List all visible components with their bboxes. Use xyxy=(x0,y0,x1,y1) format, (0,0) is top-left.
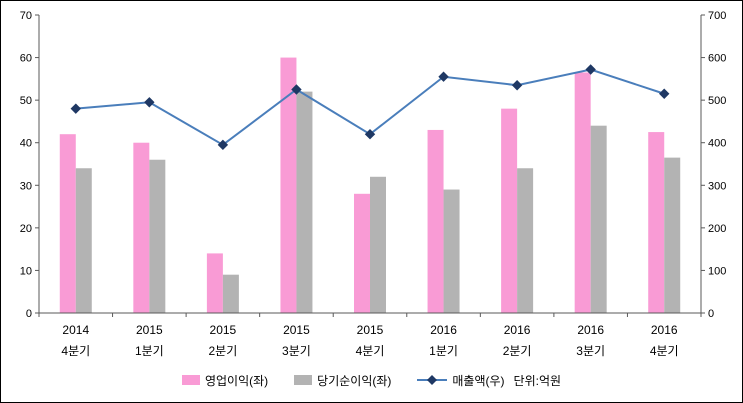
legend-label-revenue: 매출액(우) xyxy=(452,373,505,388)
svg-text:400: 400 xyxy=(708,138,726,150)
svg-text:60: 60 xyxy=(20,53,32,65)
svg-text:600: 600 xyxy=(708,53,726,65)
svg-text:300: 300 xyxy=(708,180,726,192)
svg-text:2분기: 2분기 xyxy=(209,344,238,358)
legend-item-revenue: 매출액(우) 단위:억원 xyxy=(417,372,561,389)
legend-item-net-profit: 당기순이익(좌) xyxy=(294,372,391,389)
svg-text:50: 50 xyxy=(20,95,32,107)
svg-text:1분기: 1분기 xyxy=(135,344,164,358)
chart-plot: 0102030405060700100200300400500600700201… xyxy=(20,10,727,358)
legend-line-diamond-icon xyxy=(417,375,448,385)
svg-text:2015: 2015 xyxy=(283,323,310,337)
svg-text:1분기: 1분기 xyxy=(429,344,458,358)
svg-text:4분기: 4분기 xyxy=(61,344,90,358)
unit-label: 단위:억원 xyxy=(513,373,562,388)
svg-text:100: 100 xyxy=(708,265,726,277)
svg-text:30: 30 xyxy=(20,180,32,192)
svg-text:2016: 2016 xyxy=(577,323,604,337)
svg-text:4분기: 4분기 xyxy=(650,344,679,358)
svg-text:2016: 2016 xyxy=(651,323,678,337)
svg-text:20: 20 xyxy=(20,223,32,235)
svg-text:10: 10 xyxy=(20,265,32,277)
svg-text:2분기: 2분기 xyxy=(503,344,532,358)
svg-text:2015: 2015 xyxy=(210,323,237,337)
svg-text:3분기: 3분기 xyxy=(282,344,311,358)
svg-text:2014: 2014 xyxy=(62,323,89,337)
svg-text:500: 500 xyxy=(708,95,726,107)
legend-label-operating-profit: 영업이익(좌) xyxy=(204,373,269,388)
svg-text:2015: 2015 xyxy=(357,323,384,337)
svg-text:2015: 2015 xyxy=(136,323,163,337)
legend-label-net-profit: 당기순이익(좌) xyxy=(317,373,392,388)
svg-text:2016: 2016 xyxy=(504,323,531,337)
chart-legend: 영업이익(좌) 당기순이익(좌) 매출액(우) 단위:억원 xyxy=(1,359,742,401)
svg-text:70: 70 xyxy=(20,10,32,22)
legend-swatch-net-profit-icon xyxy=(294,375,313,385)
svg-text:4분기: 4분기 xyxy=(356,344,385,358)
svg-text:3분기: 3분기 xyxy=(576,344,605,358)
svg-text:700: 700 xyxy=(708,10,726,22)
svg-text:40: 40 xyxy=(20,138,32,150)
legend-swatch-operating-profit-icon xyxy=(181,375,200,385)
svg-text:0: 0 xyxy=(26,308,32,320)
svg-text:2016: 2016 xyxy=(430,323,457,337)
legend-item-operating-profit: 영업이익(좌) xyxy=(181,372,269,389)
svg-text:200: 200 xyxy=(708,223,726,235)
svg-text:0: 0 xyxy=(708,308,714,320)
